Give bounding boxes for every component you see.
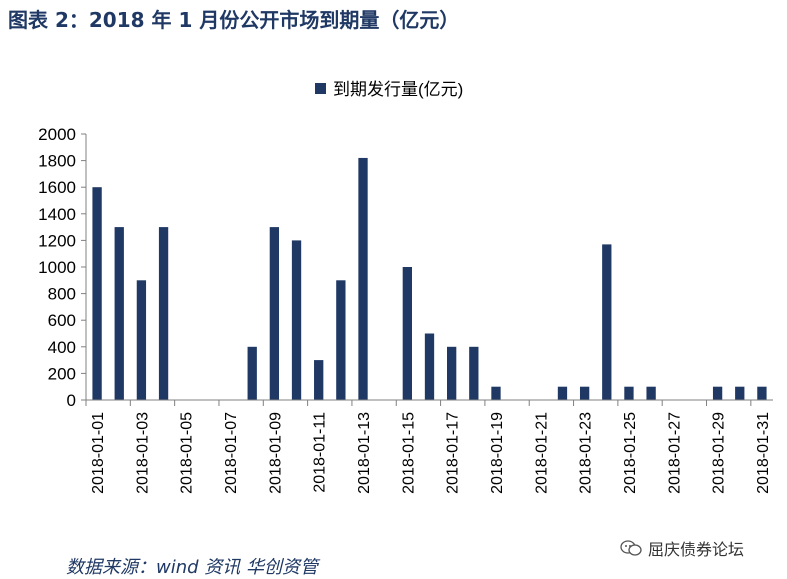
x-axis: 2018-01-01 2018-01-03 2018-01-05 2018-01-07…	[85, 399, 773, 494]
bar-2018-01-04	[158, 227, 169, 400]
bar-2018-01-29	[712, 386, 723, 400]
data-source-note: 数据来源：wind 资讯 华创资管	[66, 557, 318, 578]
y-tick-label: 1800	[38, 152, 76, 171]
bar-2018-01-23	[579, 386, 590, 400]
x-tick-label: 2018-01-23	[578, 412, 595, 494]
bar-2018-01-08	[247, 346, 257, 400]
x-tick-label: 2018-01-19	[489, 412, 506, 494]
y-tick-label: 0	[67, 391, 76, 410]
y-tick-label: 400	[48, 338, 76, 357]
x-tick-label: 2018-01-29	[711, 412, 728, 494]
bar-2018-01-10	[291, 240, 302, 400]
x-tick-label: 2018-01-07	[223, 412, 240, 494]
bar-2018-01-09	[269, 227, 280, 400]
y-tick-label: 1400	[38, 205, 76, 224]
watermark: 屈庆债券论坛	[620, 536, 744, 560]
bar-2018-01-11	[314, 360, 324, 400]
x-tick-label: 2018-01-17	[445, 412, 462, 494]
bar-2018-01-25	[624, 386, 634, 400]
y-tick-label: 1600	[38, 178, 76, 197]
x-tick-label: 2018-01-25	[622, 412, 639, 494]
bar-2018-01-15	[402, 267, 412, 400]
wechat-icon	[620, 540, 642, 556]
x-tick-label: 2018-01-21	[533, 412, 550, 494]
bar-2018-01-19	[491, 386, 501, 400]
bar-2018-01-03	[136, 280, 147, 400]
x-tick-label: 2018-01-13	[356, 412, 373, 494]
bar-2018-01-12	[336, 280, 346, 400]
bars	[92, 157, 767, 400]
y-tick-label: 200	[48, 364, 76, 383]
bar-2018-01-16	[424, 333, 435, 400]
bar-2018-01-18	[469, 346, 479, 400]
x-tick-label: 2018-01-01	[90, 412, 107, 494]
bar-2018-01-22	[557, 386, 568, 400]
x-tick-label: 2018-01-31	[755, 412, 772, 494]
y-tick-label: 1200	[38, 231, 76, 250]
bar-2018-01-24	[602, 244, 612, 400]
y-tick-label: 800	[48, 285, 76, 304]
legend-label: 到期发行量(亿元)	[333, 80, 463, 99]
legend-swatch	[315, 83, 326, 94]
x-tick-label: 2018-01-09	[267, 412, 284, 494]
bar-chart: 到期发行量(亿元) 0 200 400 600 800 1000 1200 1400 1600 1…	[38, 80, 773, 494]
bar-2018-01-02	[114, 227, 124, 400]
y-tick-label: 2000	[38, 125, 76, 144]
x-tick-label: 2018-01-03	[134, 412, 151, 494]
bar-2018-01-17	[447, 346, 457, 400]
bar-2018-01-01	[92, 187, 102, 400]
x-tick-label: 2018-01-11	[312, 412, 329, 493]
legend: 到期发行量(亿元)	[315, 80, 463, 99]
figure-title: 图表 2：2018 年 1 月份公开市场到期量（亿元）	[8, 8, 460, 32]
x-tick-label: 2018-01-05	[179, 412, 196, 494]
bar-2018-01-13	[358, 157, 368, 400]
y-tick-label: 600	[48, 311, 76, 330]
bar-2018-01-31	[757, 386, 767, 400]
watermark-label: 屈庆债券论坛	[648, 540, 745, 559]
x-tick-label: 2018-01-27	[666, 412, 683, 494]
x-tick-label: 2018-01-15	[400, 412, 417, 494]
bar-2018-01-26	[646, 386, 656, 400]
y-tick-label: 1000	[38, 258, 76, 277]
bar-2018-01-30	[735, 386, 745, 400]
y-axis: 0 200 400 600 800 1000 1200 1400 1600 1800 2000	[38, 125, 87, 410]
